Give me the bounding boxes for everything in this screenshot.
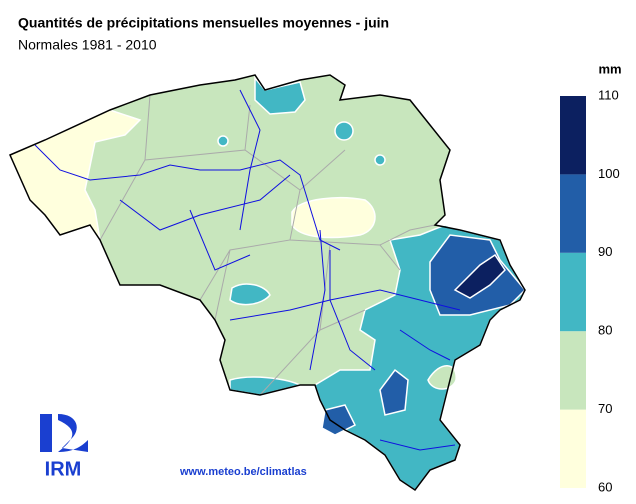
legend-tick-label: 80: [598, 323, 612, 338]
legend-tick-label: 110: [598, 87, 619, 102]
legend-swatch: [560, 96, 586, 175]
province-borders: [99, 94, 436, 396]
legend-unit: mm: [598, 61, 621, 76]
logo: IRM: [40, 414, 88, 480]
url: www.meteo.be/climatlas: [179, 466, 307, 478]
legend-swatch: [560, 174, 586, 253]
legend-swatch: [560, 252, 586, 332]
logo-mark: [40, 414, 88, 452]
region: [229, 283, 271, 306]
legend: mm 60 70 80 90 100 110: [560, 61, 622, 494]
region: [379, 368, 409, 416]
region: [453, 253, 506, 299]
legend-tick-label: 90: [598, 244, 612, 259]
legend-swatch: [560, 409, 586, 488]
subtitle: Normales 1981 - 2010: [18, 37, 157, 53]
legend-tick-label: 60: [598, 479, 612, 494]
border: [9, 74, 526, 492]
logo-text: IRM: [45, 458, 82, 480]
region: [374, 154, 386, 166]
legend-tick-label: 100: [598, 166, 620, 181]
legend-swatch: [560, 331, 586, 410]
rivers: [34, 89, 461, 451]
map: [9, 74, 527, 492]
legend-tick-label: 70: [598, 401, 612, 416]
region: [217, 135, 229, 147]
title: Quantités de précipitations mensuelles m…: [18, 15, 389, 31]
region: [334, 121, 354, 141]
region: [291, 196, 376, 239]
